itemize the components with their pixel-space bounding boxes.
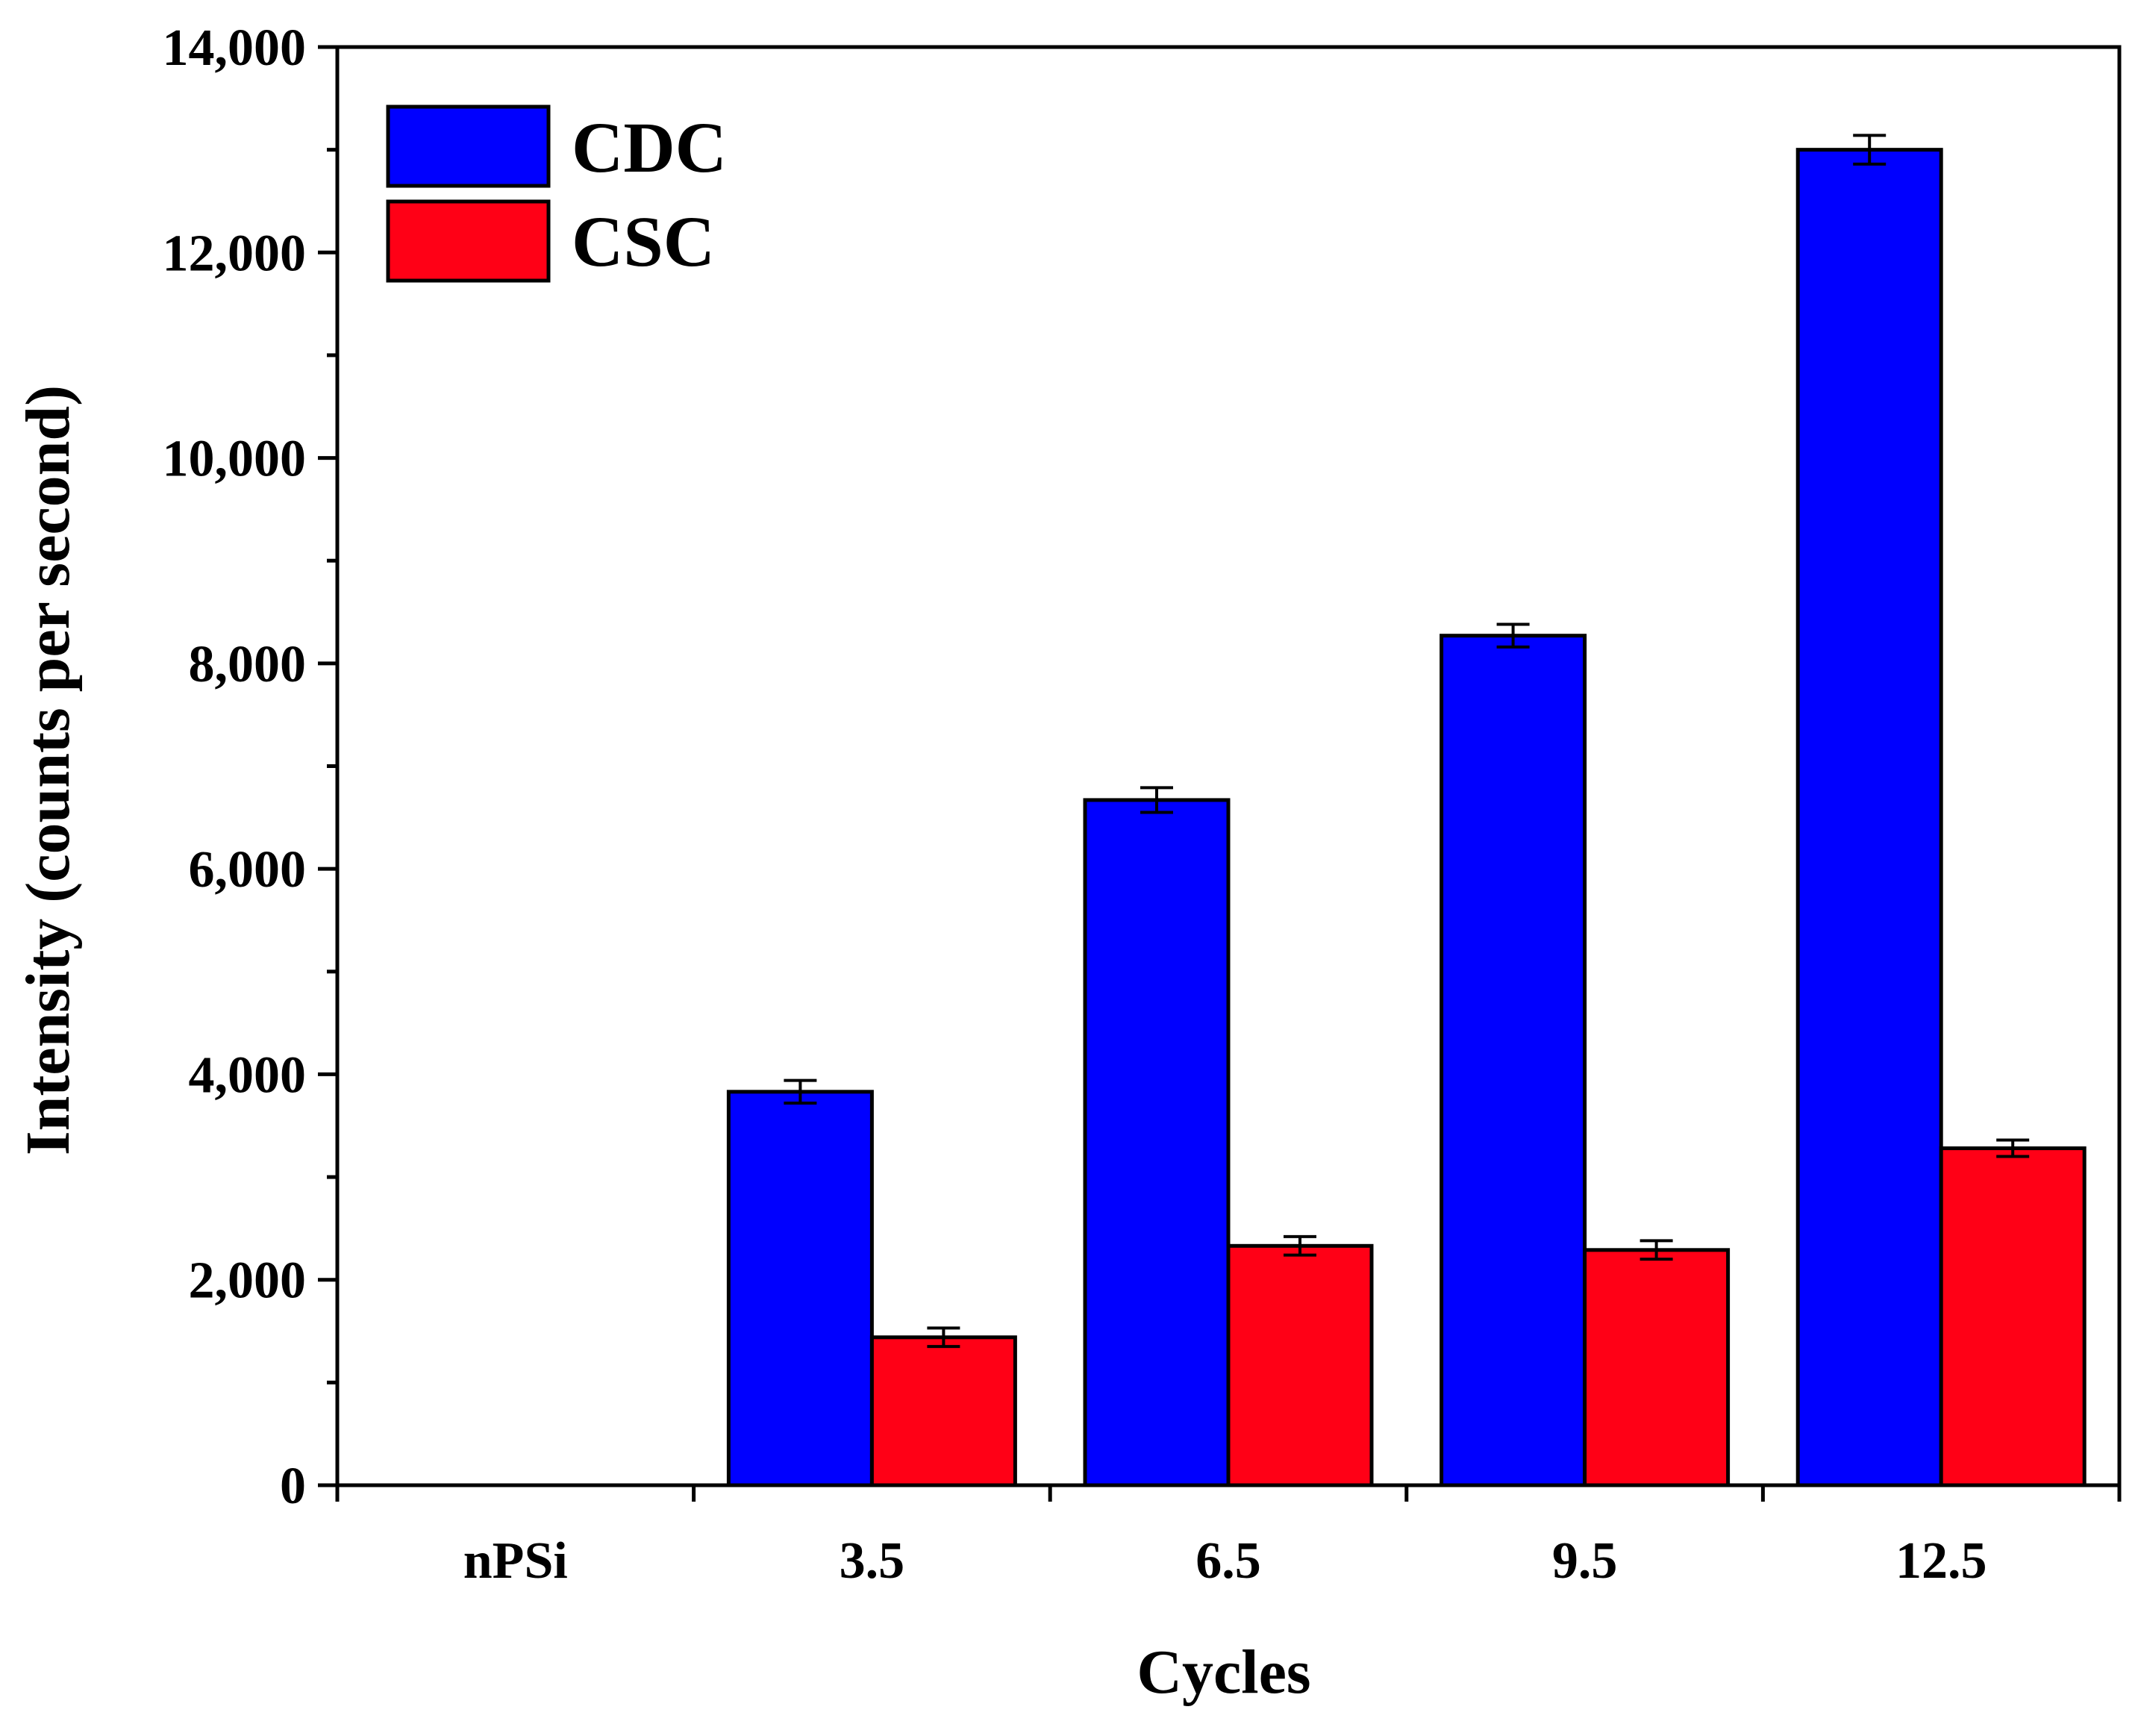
legend-swatch-csc <box>386 199 551 283</box>
y-tick-label: 6,000 <box>189 841 307 899</box>
y-tick-label: 0 <box>280 1458 306 1515</box>
bar-csc-9-5 <box>1583 1248 1731 1487</box>
error-bar-csc-3-5 <box>927 1326 960 1349</box>
bar-csc-12-5 <box>1939 1146 2087 1487</box>
y-axis-title: Intensity (counts per second) <box>13 385 83 1155</box>
x-tick-label: nPSi <box>463 1532 568 1590</box>
ticks-layer: 0 2,000 4,000 6,000 8,000 10,000 12,000 14,000 n… <box>163 19 2122 1590</box>
error-bar-csc-12-5 <box>1996 1138 2030 1158</box>
legend-swatch-cdc <box>386 104 551 188</box>
y-tick-label: 4,000 <box>189 1046 307 1104</box>
bar-cdc-9-5 <box>1440 634 1587 1487</box>
bar-cdc-3-5 <box>726 1090 874 1487</box>
error-bar-csc-6-5 <box>1284 1234 1316 1257</box>
bars-layer <box>726 148 2087 1487</box>
error-bar-cdc-6-5 <box>1140 786 1173 814</box>
error-bar-cdc-9-5 <box>1496 622 1530 649</box>
bar-cdc-6-5 <box>1083 798 1231 1487</box>
error-bar-csc-9-5 <box>1640 1239 1673 1261</box>
error-bar-cdc-3-5 <box>784 1078 817 1105</box>
x-axis-title: Cycles <box>1137 1637 1310 1707</box>
x-tick-label: 3.5 <box>840 1532 905 1590</box>
x-tick-label: 9.5 <box>1552 1532 1618 1590</box>
legend-label-cdc: CDC <box>572 107 727 187</box>
y-tick-label: 8,000 <box>189 636 307 693</box>
x-tick-label: 6.5 <box>1195 1532 1261 1590</box>
error-bar-cdc-12-5 <box>1853 134 1887 166</box>
legend: CDC CSC <box>386 104 727 283</box>
y-tick-label: 10,000 <box>163 431 307 488</box>
y-tick-label: 2,000 <box>189 1252 307 1310</box>
bar-csc-6-5 <box>1226 1243 1374 1487</box>
bar-cdc-12-5 <box>1795 148 1943 1487</box>
y-tick-label: 14,000 <box>163 19 307 77</box>
legend-label-csc: CSC <box>572 202 715 281</box>
y-tick-label: 12,000 <box>163 225 307 282</box>
x-tick-label: 12.5 <box>1895 1532 1987 1590</box>
error-bars-layer <box>784 134 2030 1349</box>
bar-csc-3-5 <box>869 1335 1017 1487</box>
